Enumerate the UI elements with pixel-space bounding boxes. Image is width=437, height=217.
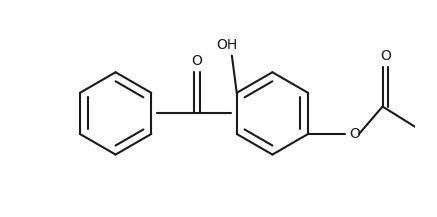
Text: OH: OH — [216, 38, 238, 52]
Text: O: O — [349, 127, 360, 141]
Text: O: O — [380, 49, 391, 63]
Text: O: O — [191, 54, 202, 68]
